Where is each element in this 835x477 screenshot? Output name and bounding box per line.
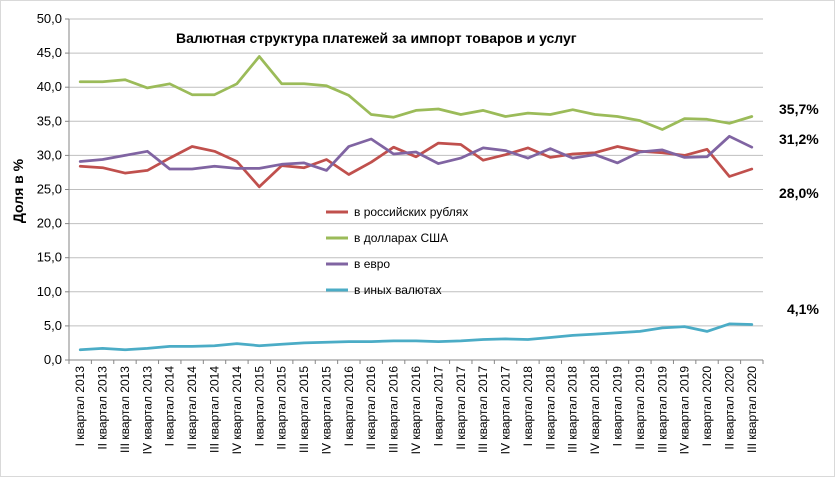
x-tick-label: IV квартал 2018 xyxy=(588,366,602,455)
series-end-label: 31,2% xyxy=(779,131,819,147)
series-lines xyxy=(78,55,754,352)
x-tick-label: III квартал 2013 xyxy=(118,366,132,453)
x-tick-label: IV квартал 2015 xyxy=(319,366,333,455)
series-end-label: 35,7% xyxy=(779,101,819,117)
y-tick-label: 50,0 xyxy=(37,11,62,26)
series-line-3 xyxy=(78,322,754,352)
x-tick-label: II квартал 2016 xyxy=(364,366,378,450)
y-tick-label: 35,0 xyxy=(37,113,62,128)
y-tick-label: 20,0 xyxy=(37,216,62,231)
legend-label: в российских рублях xyxy=(354,205,468,219)
x-axis-ticks: I квартал 2013 II квартал 2013 III квартал… xyxy=(68,360,764,455)
x-tick-label: I квартал 2013 xyxy=(73,366,87,447)
x-tick-label: IV квартал 2013 xyxy=(140,366,154,455)
y-tick-label: 45,0 xyxy=(37,45,62,60)
x-tick-label: I квартал 2017 xyxy=(431,366,445,447)
legend: в российских рублях в долларах США в евро в… xyxy=(326,205,468,297)
x-tick-label: II квартал 2020 xyxy=(722,366,736,450)
x-tick-label: III квартал 2014 xyxy=(208,366,222,453)
y-tick-label: 25,0 xyxy=(37,182,62,197)
y-tick-label: 15,0 xyxy=(37,250,62,265)
x-tick-label: III квартал 2015 xyxy=(297,366,311,453)
x-tick-label: I квартал 2018 xyxy=(521,366,535,447)
x-tick-label: III квартал 2020 xyxy=(745,366,759,453)
x-tick-label: I квартал 2019 xyxy=(610,366,624,447)
y-tick-label: 40,0 xyxy=(37,79,62,94)
chart-title: Валютная структура платежей за импорт то… xyxy=(176,30,577,46)
x-tick-label: III квартал 2017 xyxy=(476,366,490,453)
x-tick-label: IV квартал 2017 xyxy=(499,366,513,455)
x-tick-label: II квартал 2018 xyxy=(543,366,557,450)
gridlines xyxy=(69,18,763,327)
legend-label: в евро xyxy=(354,257,390,271)
legend-label: в иных валютах xyxy=(354,283,442,297)
x-tick-label: II квартал 2015 xyxy=(275,366,289,450)
x-tick-label: I квартал 2020 xyxy=(700,366,714,447)
x-tick-label: II квартал 2013 xyxy=(96,366,110,450)
y-axis-ticks: 0,0 5,0 10,0 15,0 20,0 25,0 30,0 35,0 40,0 45,0 50… xyxy=(37,11,69,367)
y-tick-label: 30,0 xyxy=(37,147,62,162)
legend-label: в долларах США xyxy=(354,231,448,245)
x-tick-label: II квартал 2019 xyxy=(633,366,647,450)
y-tick-label: 0,0 xyxy=(44,352,62,367)
x-tick-label: I квартал 2014 xyxy=(163,366,177,447)
y-tick-label: 10,0 xyxy=(37,284,62,299)
x-tick-label: IV квартал 2019 xyxy=(678,366,692,455)
y-tick-label: 5,0 xyxy=(44,318,62,333)
series-line-2 xyxy=(78,134,754,172)
x-tick-label: III квартал 2018 xyxy=(566,366,580,453)
x-tick-label: II квартал 2017 xyxy=(454,366,468,450)
y-axis-label: Доля в % xyxy=(10,158,26,223)
x-tick-label: II квартал 2014 xyxy=(185,366,199,450)
x-tick-label: IV квартал 2014 xyxy=(230,366,244,455)
x-tick-label: IV квартал 2016 xyxy=(409,366,423,455)
x-tick-label: I квартал 2015 xyxy=(252,366,266,447)
end-labels: 28,0% 35,7% 31,2% 4,1% xyxy=(779,101,819,317)
series-line-1 xyxy=(78,55,754,131)
series-end-label: 4,1% xyxy=(787,301,819,317)
x-tick-label: I квартал 2016 xyxy=(342,366,356,447)
x-tick-label: III квартал 2019 xyxy=(655,366,669,453)
series-end-label: 28,0% xyxy=(779,185,819,201)
x-tick-label: III квартал 2016 xyxy=(387,366,401,453)
